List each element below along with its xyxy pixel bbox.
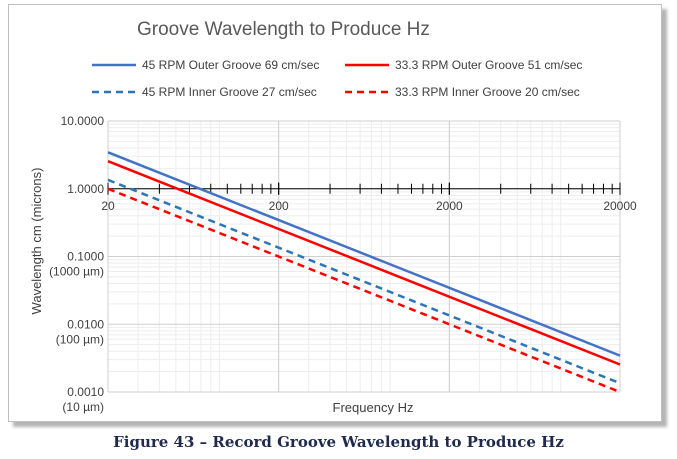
series-lines [107, 151, 621, 394]
y-tick-sublabel: (10 µm) [62, 400, 104, 414]
legend-label-1: 45 RPM Outer Groove 69 cm/sec [142, 58, 319, 72]
y-tick-sublabel: (1000 µm) [49, 265, 104, 279]
legend: 45 RPM Outer Groove 69 cm/sec 33.3 RPM Ou… [92, 58, 582, 99]
x-tick-label: 20 [101, 199, 115, 213]
series-line-1 [107, 151, 621, 357]
y-tick-label: 1.0000 [67, 182, 104, 196]
y-tick-label: 0.0010 [67, 385, 104, 399]
y-tick-sublabel: (100 µm) [56, 332, 104, 346]
x-axis-title: Frequency Hz [333, 400, 414, 415]
series-line-3 [107, 178, 621, 385]
chart: Groove Wavelength to Produce Hz 45 RPM O… [29, 19, 637, 415]
legend-label-4: 33.3 RPM Inner Groove 20 cm/sec [395, 85, 580, 99]
y-axis: 10.0000 1.0000 0.1000(1000 µm) 0.0100(100 µ… [49, 114, 104, 414]
x-axis: 20 200 2000 20000 [101, 182, 637, 213]
series-line-2 [107, 160, 621, 366]
x-tick-label: 200 [269, 199, 289, 213]
figure-caption: Figure 43 – Record Groove Wavelength to … [113, 433, 564, 451]
chart-frame: Groove Wavelength to Produce Hz 45 RPM O… [8, 4, 662, 422]
grid [107, 120, 621, 393]
y-tick-label: 10.0000 [61, 114, 105, 128]
legend-label-3: 45 RPM Inner Groove 27 cm/sec [142, 85, 317, 99]
y-axis-title: Wavelength cm (microns) [29, 168, 44, 315]
y-tick-label: 0.0100 [67, 317, 104, 331]
series-line-4 [107, 187, 621, 394]
chart-title: Groove Wavelength to Produce Hz [137, 19, 430, 40]
x-tick-label: 20000 [603, 199, 637, 213]
x-tick-label: 2000 [436, 199, 463, 213]
y-tick-label: 0.1000 [67, 250, 104, 264]
legend-label-2: 33.3 RPM Outer Groove 51 cm/sec [395, 58, 582, 72]
